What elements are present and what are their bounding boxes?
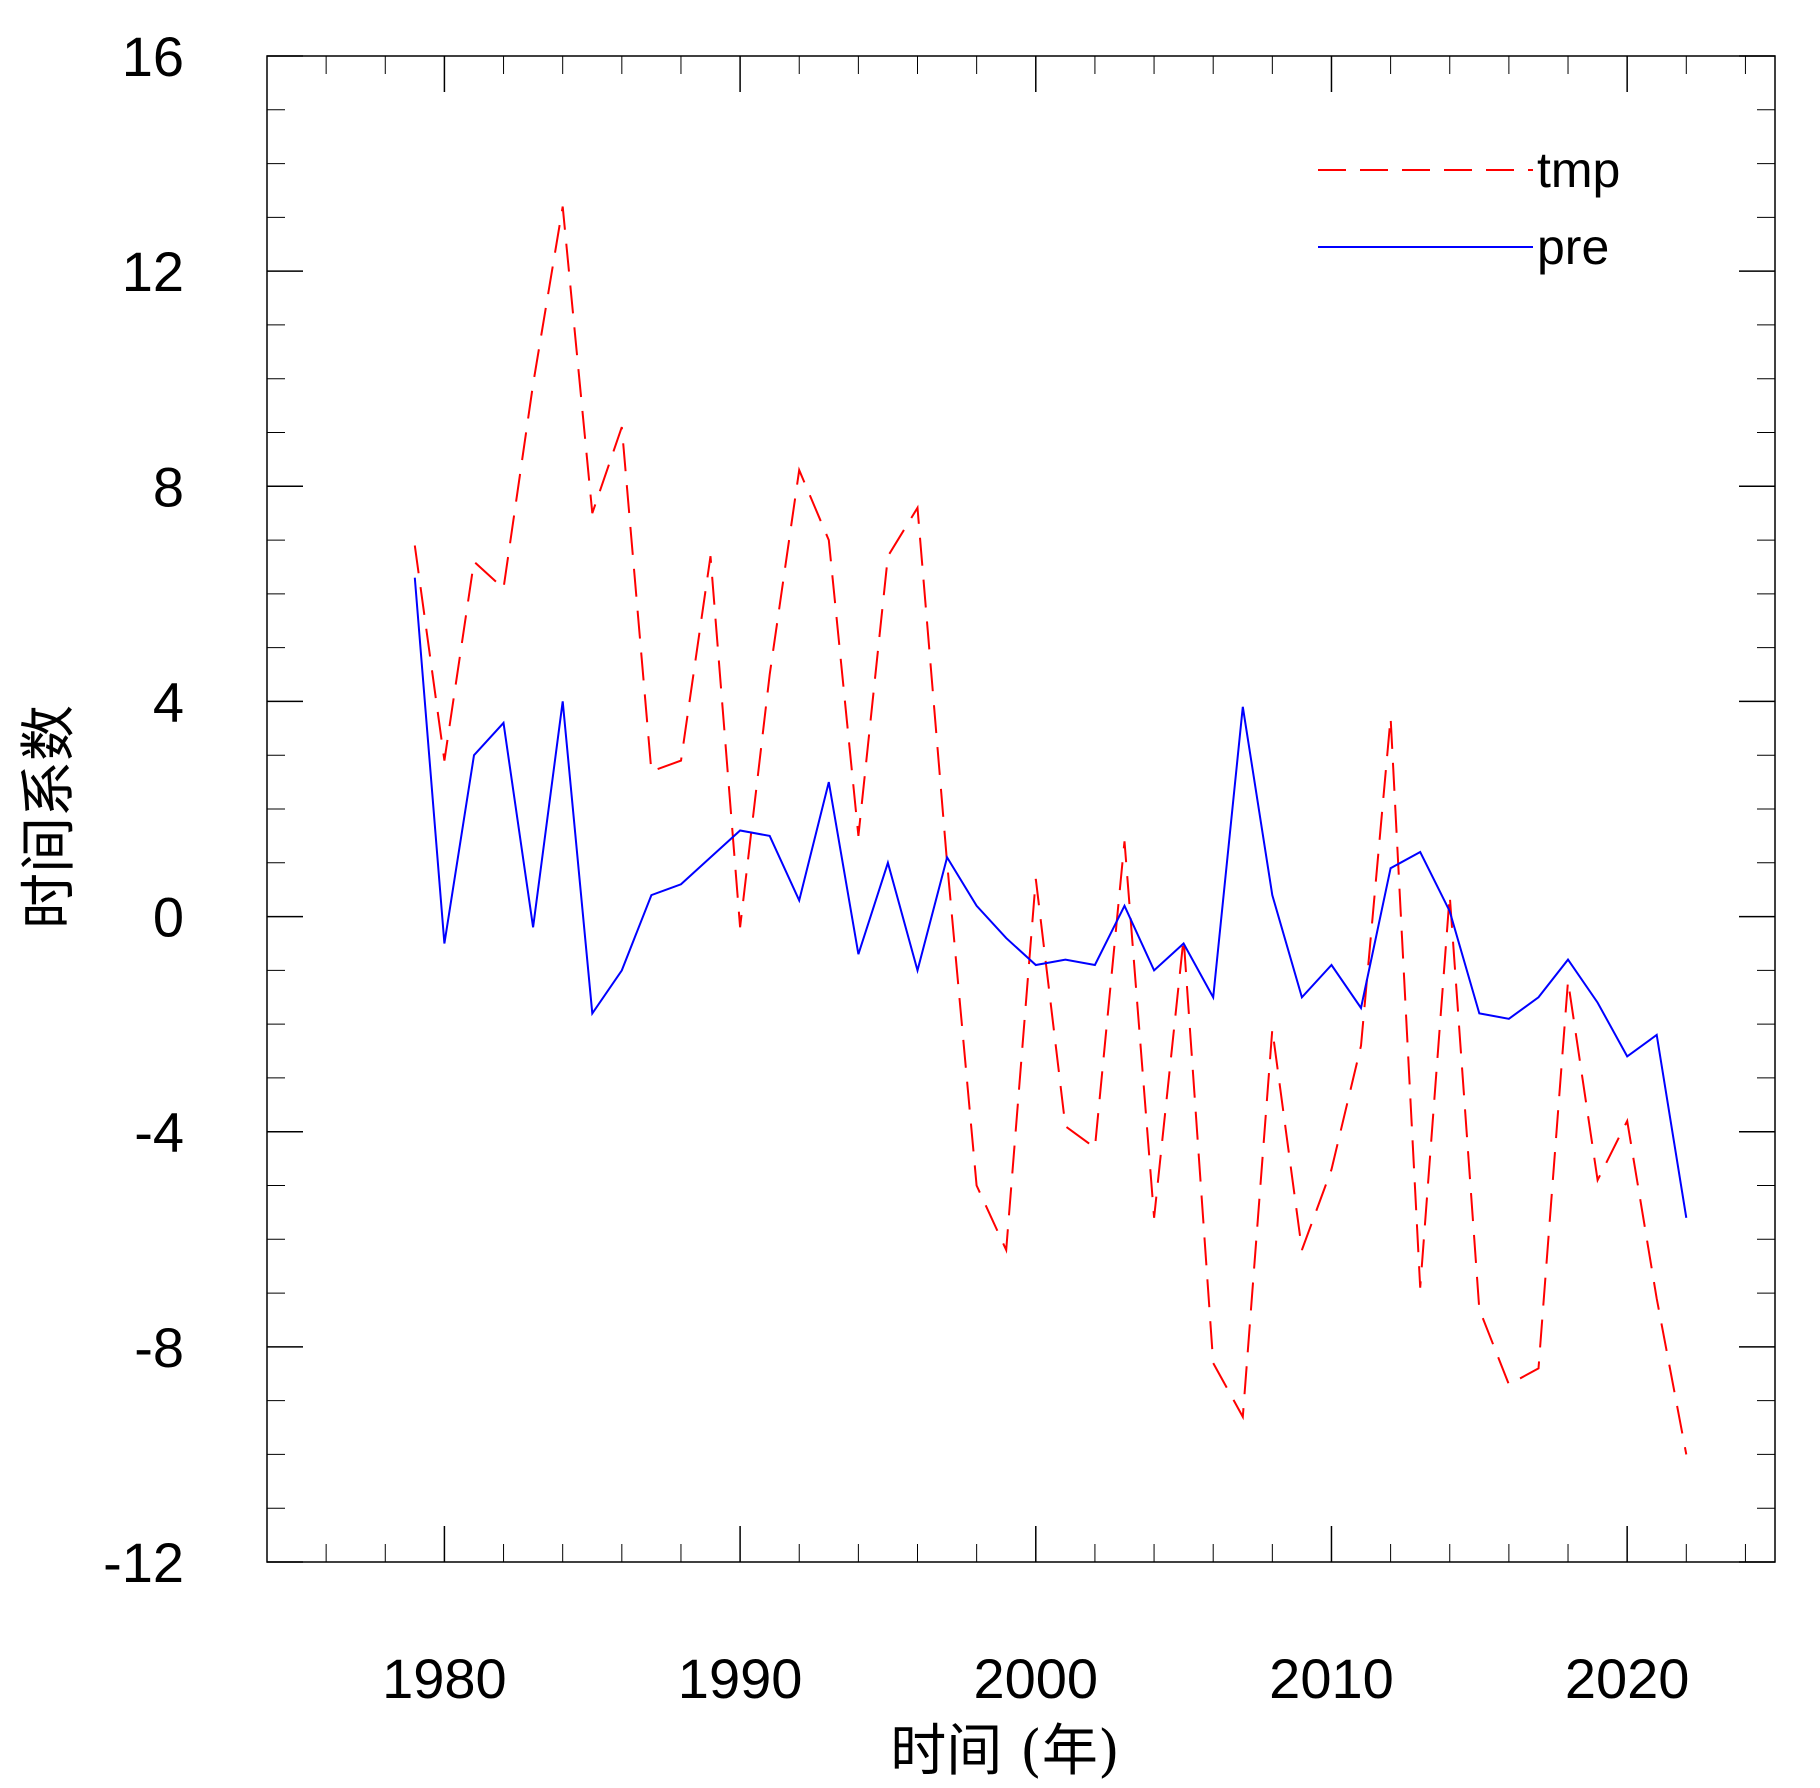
series-line-tmp — [413, 206, 1688, 1455]
legend-label-pre: pre — [1537, 219, 1609, 275]
x-tick-label: 2010 — [1269, 1647, 1394, 1710]
major-ticks — [267, 55, 1775, 1563]
x-tick-labels: 1980 1990 2000 2010 2020 — [382, 1647, 1689, 1710]
minor-ticks — [267, 56, 1775, 1562]
y-tick-label: -8 — [134, 1316, 184, 1379]
series-layer — [413, 206, 1688, 1455]
y-tick-label: 4 — [153, 670, 184, 733]
y-tick-label: 8 — [153, 455, 184, 518]
x-tick-label: 1980 — [382, 1647, 507, 1710]
y-tick-label: 0 — [153, 886, 184, 949]
legend-label-tmp: tmp — [1537, 142, 1620, 198]
series-line-pre — [413, 577, 1688, 1218]
y-tick-label: 16 — [122, 25, 184, 88]
y-tick-label: 12 — [122, 240, 184, 303]
x-tick-label: 2000 — [973, 1647, 1098, 1710]
x-tick-label: 2020 — [1565, 1647, 1690, 1710]
x-tick-label: 1990 — [678, 1647, 803, 1710]
y-tick-label: -12 — [103, 1531, 184, 1594]
legend: tmp pre — [1318, 142, 1620, 275]
plot-frame — [266, 55, 1776, 1563]
y-axis-title: 时间系数 — [17, 705, 82, 929]
y-tick-label: -4 — [134, 1101, 184, 1164]
y-tick-labels: 16 12 8 4 0 -4 -8 -12 — [103, 25, 184, 1594]
x-axis-title: 时间 (年) — [890, 1719, 1120, 1784]
